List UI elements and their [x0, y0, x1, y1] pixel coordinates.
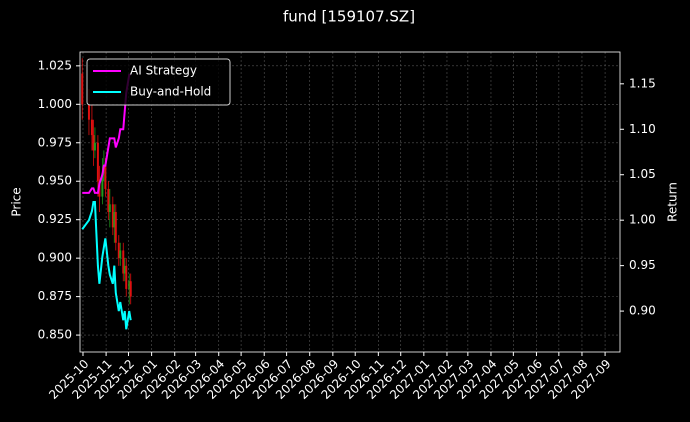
candle-body	[114, 212, 117, 243]
legend-label: AI Strategy	[130, 64, 197, 78]
candle-body	[111, 204, 114, 228]
y-tick-label: 1.025	[38, 58, 72, 72]
y2-tick-label: 1.05	[629, 167, 656, 181]
candle-body	[92, 135, 95, 151]
y-tick-label: 0.900	[38, 251, 72, 265]
y-axis-label: Price	[10, 187, 24, 216]
candle-body	[93, 142, 96, 151]
candle-body	[119, 250, 122, 259]
candle-body	[87, 104, 90, 120]
candle-body	[123, 265, 126, 274]
candle-body	[96, 142, 99, 182]
candle-body	[117, 242, 120, 259]
legend-box	[86, 58, 231, 106]
y2-tick-label: 1.00	[629, 213, 656, 227]
legend: AI Strategy Buy-and-Hold	[86, 58, 231, 106]
y2-tick-label: 1.15	[629, 76, 656, 90]
candle-body	[125, 265, 128, 289]
y2-tick-label: 1.10	[629, 122, 656, 136]
y-tick-label: 0.950	[38, 174, 72, 188]
candle-body	[90, 119, 93, 136]
y-tick-label: 0.925	[38, 212, 72, 226]
candle-body	[101, 173, 104, 197]
candle-body	[104, 165, 107, 189]
y-tick-label: 0.850	[38, 328, 72, 342]
candle-body	[107, 188, 110, 212]
candle-body	[129, 281, 132, 297]
y-tick-label: 0.975	[38, 135, 72, 149]
plot-frame	[79, 51, 621, 353]
candle-body	[128, 281, 131, 289]
candle-body	[108, 204, 111, 212]
candle-body	[122, 250, 125, 274]
legend-label: Buy-and-Hold	[130, 85, 211, 99]
y2-tick-label: 0.90	[629, 304, 656, 318]
y2-tick-label: 0.95	[629, 258, 656, 272]
y-tick-label: 0.875	[38, 289, 72, 303]
series-line	[82, 73, 131, 194]
y-tick-label: 1.000	[38, 97, 72, 111]
chart-title: fund [159107.SZ]	[283, 8, 415, 26]
candle-body	[81, 73, 84, 105]
candle-body	[113, 212, 116, 228]
series-line	[81, 201, 132, 330]
y2-axis-label: Return	[666, 182, 680, 222]
